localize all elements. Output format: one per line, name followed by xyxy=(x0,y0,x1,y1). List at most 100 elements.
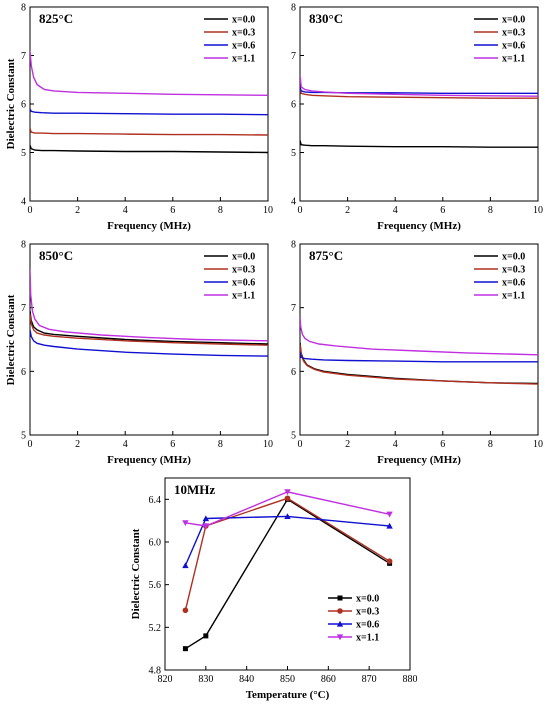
series-line-x=0.0 xyxy=(300,342,538,385)
y-axis-label: Dielectric Constant xyxy=(5,294,17,385)
y-tick-label: 4 xyxy=(21,197,26,208)
y-tick-label: 6.0 xyxy=(149,538,162,549)
x-axis-label: Frequency (MHz) xyxy=(107,220,191,232)
x-tick-label: 850 xyxy=(280,674,295,685)
panel-title: 825°C xyxy=(39,11,73,26)
x-tick-label: 4 xyxy=(393,439,398,450)
series-line-x=0.6 xyxy=(184,515,390,566)
y-tick-label: 6.4 xyxy=(149,495,162,506)
legend-entry: x=0.3 xyxy=(232,28,255,39)
x-tick-label: 8 xyxy=(218,205,223,216)
legend-entry: x=1.1 xyxy=(232,291,255,302)
legend-entry: x=1.1 xyxy=(502,54,525,65)
legend-entry: x=1.1 xyxy=(356,633,379,644)
series-line-x=0.3 xyxy=(30,313,268,346)
y-tick-label: 7 xyxy=(291,51,296,62)
series-line-x=1.1 xyxy=(30,50,268,96)
legend-entry: x=0.6 xyxy=(502,278,525,289)
legend-entry: x=0.0 xyxy=(502,252,525,263)
legend-entry: x=0.0 xyxy=(502,15,525,26)
y-tick-label: 5 xyxy=(21,431,26,442)
x-tick-label: 10 xyxy=(533,439,543,450)
chart-panel-3: 0 2 4 6 8 10 5 6 7 8 Frequency (MHz) 875°C x=0.0 x=0.… xyxy=(291,240,543,467)
x-tick-label: 830 xyxy=(198,674,213,685)
data-point-x=0.0 xyxy=(203,633,209,639)
data-point-x=0.6 xyxy=(182,562,189,569)
legend-entry: x=0.0 xyxy=(356,594,379,605)
x-axis-label: Frequency (MHz) xyxy=(377,220,461,232)
panel-title: 10MHz xyxy=(174,482,215,497)
series-line-x=0.0 xyxy=(185,498,390,650)
y-tick-label: 6 xyxy=(291,367,296,378)
series-line-x=0.3 xyxy=(30,128,268,136)
y-axis-label: Dielectric Constant xyxy=(5,58,17,149)
legend-entry: x=0.3 xyxy=(502,265,525,276)
y-tick-label: 6 xyxy=(291,100,296,111)
panel-title: 830°C xyxy=(309,11,343,26)
x-tick-label: 4 xyxy=(123,439,128,450)
y-tick-label: 8 xyxy=(291,240,296,251)
y-tick-label: 7 xyxy=(21,51,26,62)
chart-panel-4: 820 830 840 850 860 870 880 4.8 5.2 5.6 6.0 6.4 Temp… xyxy=(130,477,418,701)
legend-entry: x=0.6 xyxy=(232,41,255,52)
series-line-x=0.0 xyxy=(300,140,538,148)
y-tick-label: 8 xyxy=(21,3,26,14)
data-point-x=0.3 xyxy=(182,607,189,614)
legend-entry: x=0.6 xyxy=(356,620,379,631)
x-tick-label: 8 xyxy=(488,439,493,450)
data-point-x=1.1 xyxy=(284,489,291,496)
series-line-x=1.1 xyxy=(300,317,538,356)
x-tick-label: 10 xyxy=(263,205,273,216)
legend-entry: x=0.6 xyxy=(232,278,255,289)
x-tick-label: 4 xyxy=(393,205,398,216)
legend-marker xyxy=(337,595,343,601)
x-tick-label: 820 xyxy=(158,674,173,685)
series-line-x=1.1 xyxy=(30,269,268,342)
series-line-x=0.6 xyxy=(300,352,538,363)
y-tick-label: 7 xyxy=(291,303,296,314)
panel-title: 850°C xyxy=(39,248,73,263)
x-tick-label: 0 xyxy=(28,205,33,216)
legend-entry: x=1.1 xyxy=(502,291,525,302)
x-tick-label: 6 xyxy=(440,205,445,216)
x-tick-label: 2 xyxy=(345,439,350,450)
x-tick-label: 4 xyxy=(123,205,128,216)
series-line-x=0.0 xyxy=(30,310,268,345)
chart-panel-2: 0 2 4 6 8 10 5 6 7 8 Frequency (MHz) Dielectric Con… xyxy=(5,240,273,467)
series-line-x=0.6 xyxy=(30,108,268,116)
y-tick-label: 5 xyxy=(21,148,26,159)
data-point-x=0.0 xyxy=(182,646,188,652)
legend-entry: x=0.0 xyxy=(232,252,255,263)
legend-marker xyxy=(337,608,343,614)
plot-frame xyxy=(299,243,539,436)
data-point-x=1.1 xyxy=(386,511,393,518)
series-line-x=0.3 xyxy=(184,497,390,611)
y-tick-label: 5.6 xyxy=(149,580,162,591)
x-tick-label: 2 xyxy=(75,439,80,450)
chart-panel-1: 0 2 4 6 8 10 4 5 6 7 8 Frequency (MHz) 830°C x=0.0 x=0… xyxy=(291,3,543,233)
y-tick-label: 5.2 xyxy=(149,623,162,634)
y-tick-label: 8 xyxy=(291,3,296,14)
x-tick-label: 0 xyxy=(298,439,303,450)
data-point-x=0.3 xyxy=(386,558,393,564)
data-point-x=0.6 xyxy=(202,515,210,522)
data-point-x=1.1 xyxy=(182,520,189,526)
x-axis-label: Frequency (MHz) xyxy=(107,454,191,466)
data-point-x=0.3 xyxy=(284,495,291,502)
chart-panel-0: 0 2 4 6 8 10 4 5 6 7 8 Frequency (MHz) Dielectric Co… xyxy=(5,3,273,233)
data-point-x=0.6 xyxy=(284,513,291,519)
y-tick-label: 4.8 xyxy=(149,666,162,677)
data-point-x=1.1 xyxy=(202,523,210,530)
series-line-x=1.1 xyxy=(300,74,538,97)
x-axis-label: Temperature (°C) xyxy=(246,689,330,701)
x-tick-label: 6 xyxy=(170,439,175,450)
legend-marker xyxy=(336,620,344,627)
legend-entry: x=0.3 xyxy=(356,607,379,618)
x-tick-label: 2 xyxy=(75,205,80,216)
series-line-x=0.3 xyxy=(300,89,538,99)
x-tick-label: 10 xyxy=(263,439,273,450)
legend-entry: x=0.3 xyxy=(502,28,525,39)
x-tick-label: 0 xyxy=(298,205,303,216)
panel-title: 875°C xyxy=(309,248,343,263)
x-axis-label: Frequency (MHz) xyxy=(377,454,461,466)
